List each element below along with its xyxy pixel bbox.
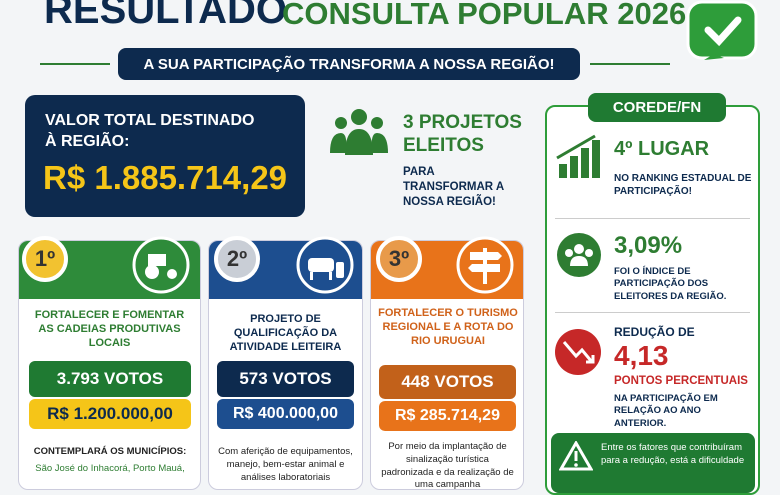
note-text: Entre os fatores que contribuíram para a… bbox=[601, 442, 745, 467]
project-title: FORTALECER E FOMENTAR AS CADEIAS PRODUTI… bbox=[34, 309, 185, 349]
title-part2: CONSULTA POPULAR 2026 bbox=[282, 0, 687, 31]
index: 3,09% bbox=[614, 232, 683, 259]
note-box: Entre os fatores que contribuíram para a… bbox=[551, 433, 755, 493]
signpost-icon bbox=[456, 236, 514, 294]
project-title: FORTALECER O TURISMO REGIONAL E A ROTA D… bbox=[378, 307, 518, 347]
project-title: PROJETO DE QUALIFICAÇÃO DA ATIVIDADE LEI… bbox=[229, 313, 342, 353]
ranking-text: NO RANKING ESTADUAL DE PARTICIPAÇÃO! bbox=[614, 173, 752, 197]
page: RESULTADO CONSULTA POPULAR 2026 A SUA PA… bbox=[18, 0, 760, 495]
amount: R$ 1.200.000,00 bbox=[29, 399, 191, 429]
description: Por meio da implantação de sinalização t… bbox=[381, 441, 514, 490]
votes: 3.793 VOTOS bbox=[29, 361, 191, 397]
votes: 448 VOTOS bbox=[379, 365, 516, 399]
reduction-value: 4,13 bbox=[614, 340, 669, 371]
rule bbox=[40, 63, 110, 65]
medal: 3º bbox=[376, 236, 422, 282]
reduction-text: NA PARTICIPAÇÃO EM RELAÇÃO AO ANO ANTERI… bbox=[614, 393, 718, 429]
group-icon bbox=[557, 233, 601, 277]
medal: 2º bbox=[214, 236, 260, 282]
decline-icon bbox=[555, 329, 601, 375]
rule bbox=[590, 63, 670, 65]
cow-icon bbox=[296, 236, 354, 294]
tractor-icon bbox=[132, 236, 190, 294]
title-part1: RESULTADO bbox=[44, 0, 287, 32]
description: São José do Inhacorá, Porto Mauá, bbox=[35, 463, 185, 474]
banner: A SUA PARTICIPAÇÃO TRANSFORMA A NOSSA RE… bbox=[118, 48, 580, 80]
corede-panel bbox=[545, 105, 760, 495]
projects-title: 3 PROJETOS ELEITOS bbox=[403, 112, 522, 156]
divider bbox=[555, 312, 750, 313]
project-card: FORTALECER O TURISMO REGIONAL E A ROTA D… bbox=[370, 240, 524, 490]
medal: 1º bbox=[22, 236, 68, 282]
chart-icon bbox=[556, 134, 600, 178]
amount: R$ 285.714,29 bbox=[379, 401, 516, 431]
total-label: VALOR TOTAL DESTINADO À REGIÃO: bbox=[45, 112, 255, 150]
ranking: 4º LUGAR bbox=[614, 138, 710, 160]
total-box: VALOR TOTAL DESTINADO À REGIÃO: R$ 1.885… bbox=[25, 95, 305, 217]
index-text: FOI O ÍNDICE DE PARTICIPAÇÃO DOS ELEITOR… bbox=[614, 266, 727, 302]
description: Com aferição de equipamentos, manejo, be… bbox=[218, 446, 353, 483]
corede-title: COREDE/FN bbox=[588, 93, 726, 122]
projects-subtitle: PARA TRANSFORMAR A NOSSA REGIÃO! bbox=[403, 166, 504, 208]
people-icon bbox=[330, 109, 388, 155]
warning-icon bbox=[559, 441, 593, 471]
description-heading: CONTEMPLARÁ OS MUNICÍPIOS: bbox=[33, 446, 187, 457]
divider bbox=[555, 218, 750, 219]
total-value: R$ 1.885.714,29 bbox=[43, 159, 288, 196]
amount: R$ 400.000,00 bbox=[217, 399, 354, 429]
votes: 573 VOTOS bbox=[217, 361, 354, 397]
check-badge bbox=[686, 0, 758, 60]
reduction-unit: PONTOS PERCENTUAIS bbox=[614, 375, 748, 387]
reduction-label: REDUÇÃO DE bbox=[614, 325, 695, 339]
